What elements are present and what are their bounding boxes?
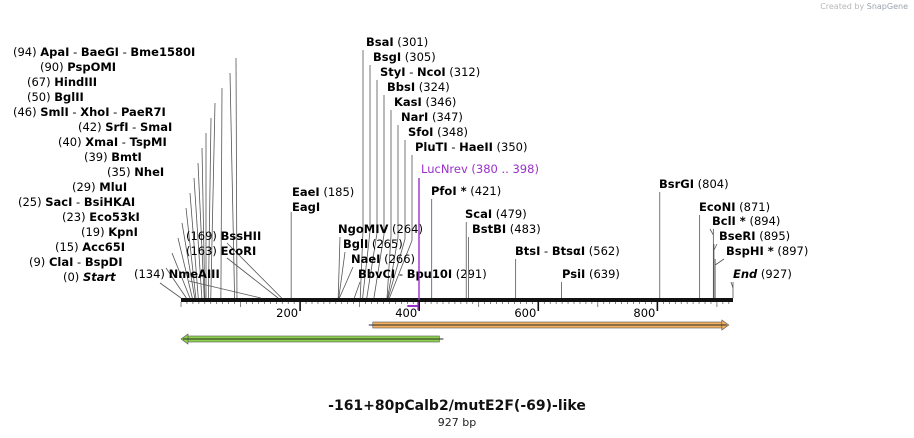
enzyme-label-sfoi: SfoI (348) <box>408 125 468 139</box>
enzyme-label-eaei: EaeI (185) <box>292 185 354 199</box>
leader-line <box>373 234 385 299</box>
enzyme-label-srfi: (42) SrfI - SmaI <box>78 120 172 134</box>
enzyme-label-bsphi: BspHI * (897) <box>726 244 808 258</box>
enzyme-label-hindiii: (67) HindIII <box>27 75 97 89</box>
leader-line <box>337 236 341 299</box>
leader-line <box>386 235 392 299</box>
snapgene-credit: Created by SnapGene <box>820 2 908 11</box>
enzyme-label-kasi: KasI (346) <box>394 95 456 109</box>
enzyme-label-bsrgi: BsrGI (804) <box>659 177 729 191</box>
enzyme-label-nari: NarI (347) <box>401 110 463 124</box>
leader-line <box>226 242 282 299</box>
enzyme-label-bgli: BglI (265) <box>343 237 403 251</box>
enzyme-label-eco53ki: (23) Eco53kI <box>62 210 140 224</box>
leader-line <box>709 228 714 236</box>
enzyme-label-apai: (94) ApaI - BaeGI - Bme1580I <box>13 45 195 59</box>
leader-line <box>210 102 216 299</box>
leader-line <box>207 117 212 299</box>
enzyme-label-acc65i: (15) Acc65I <box>55 240 125 254</box>
snapgene-logo: SnapGene <box>866 2 908 11</box>
leader-line <box>189 192 199 299</box>
leader-line <box>201 147 206 299</box>
scale-label-200: 200 <box>276 306 298 320</box>
leader-line <box>185 207 197 299</box>
leader-line <box>197 162 205 299</box>
enzyme-label-eagi: EagI <box>292 200 320 214</box>
leader-line <box>362 231 371 299</box>
enzyme-label-psii: PsiI (639) <box>562 267 620 281</box>
primer-label: LucNrev (380 .. 398) <box>421 162 539 176</box>
leader-line <box>193 177 203 299</box>
leader-line <box>226 257 279 299</box>
enzyme-label-smli: (46) SmlI - XhoI - PaeR7I <box>13 105 166 119</box>
sequence-backbone <box>181 298 733 302</box>
enzyme-label-scai: ScaI (479) <box>465 207 527 221</box>
leader-line <box>339 266 354 299</box>
map-title: -161+80pCalb2/mutE2F(-69)-like <box>328 398 586 414</box>
enzyme-label-bmti: (39) BmtI <box>84 150 142 164</box>
leader-line <box>359 229 364 299</box>
leader-line <box>188 280 261 299</box>
scale-label-600: 600 <box>514 306 536 320</box>
enzyme-label-bglii: (50) BglII <box>27 90 84 104</box>
enzyme-label-bbvci: BbvCI - Bpu10I (291) <box>358 267 487 281</box>
enzyme-label-saci: (25) SacI - BsiHKAI <box>18 195 135 209</box>
leader-line <box>159 282 182 299</box>
enzyme-label-naei: NaeI (266) <box>351 252 415 266</box>
enzyme-label-bcli: BclI * (894) <box>712 214 780 228</box>
enzyme-label-mlui: (29) MluI <box>72 180 127 194</box>
enzyme-label-styi: StyI - NcoI (312) <box>380 65 480 79</box>
leader-line <box>220 87 223 299</box>
enzyme-label-econi: EcoNI (871) <box>699 200 770 214</box>
enzyme-label-nhei: (35) NheI <box>107 165 164 179</box>
leader-line <box>171 252 191 299</box>
leader-line <box>353 281 361 299</box>
scale-label-800: 800 <box>633 306 655 320</box>
credit-prefix: Created by <box>820 2 865 11</box>
leader-line <box>177 237 193 299</box>
leader-line <box>713 243 718 251</box>
enzyme-label-btsi: BtsI - BtsαI (562) <box>515 244 620 258</box>
leader-line <box>366 232 378 299</box>
green-feature <box>180 333 444 345</box>
leader-line <box>229 72 235 299</box>
leader-line <box>730 281 734 289</box>
leader-line <box>714 258 725 266</box>
enzyme-label-bsshii: (169) BssHII <box>186 229 261 243</box>
enzyme-label-clai: (9) ClaI - BspDI <box>29 255 123 269</box>
enzyme-label-bseri: BseRI (895) <box>719 229 790 243</box>
enzyme-label-bsgi: BsgI (305) <box>373 50 436 64</box>
orange-feature <box>368 319 730 331</box>
leader-line <box>338 251 346 299</box>
enzyme-label-kpni: (19) KpnI <box>81 225 138 239</box>
sequence-length: 927 bp <box>437 416 477 429</box>
leader-line <box>389 240 413 299</box>
enzyme-label-nmeaiii: (134) NmeAIII <box>134 267 220 281</box>
enzyme-label-bsai: BsaI (301) <box>366 35 428 49</box>
enzyme-label-ecori: (163) EcoRI <box>186 244 256 258</box>
leader-line <box>165 267 187 299</box>
enzyme-label-bbsi: BbsI (324) <box>387 80 450 94</box>
enzyme-label-bstbi: BstBI (483) <box>472 222 541 236</box>
leader-line <box>181 222 196 299</box>
enzyme-label-pfoi: PfoI * (421) <box>431 184 501 198</box>
leader-line <box>387 237 399 299</box>
leader-line <box>387 238 406 299</box>
enzyme-label-ngomiv: NgoMIV (264) <box>338 222 423 236</box>
enzyme-label-end: End (927) <box>733 267 792 281</box>
leader-line <box>235 57 238 299</box>
enzyme-label-xmai: (40) XmaI - TspMI <box>58 135 167 149</box>
enzyme-label-pspomi: (90) PspOMI <box>40 60 116 74</box>
enzyme-label-start: (0) Start <box>63 270 116 284</box>
enzyme-label-pluti: PluTI - HaeII (350) <box>415 140 528 154</box>
scale-label-400: 400 <box>395 306 417 320</box>
